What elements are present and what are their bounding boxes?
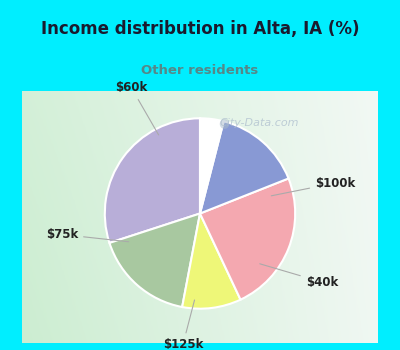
Text: $40k: $40k xyxy=(260,264,338,288)
Wedge shape xyxy=(200,118,224,214)
Text: Other residents: Other residents xyxy=(141,64,259,77)
Wedge shape xyxy=(182,214,240,309)
Text: $100k: $100k xyxy=(271,176,355,196)
Text: $125k: $125k xyxy=(163,300,203,350)
Wedge shape xyxy=(200,178,295,300)
Wedge shape xyxy=(200,121,288,214)
Text: City-Data.com: City-Data.com xyxy=(220,118,299,128)
Wedge shape xyxy=(110,214,200,307)
Wedge shape xyxy=(105,118,200,243)
Text: ●: ● xyxy=(218,117,229,130)
Text: $60k: $60k xyxy=(115,81,159,135)
Text: $75k: $75k xyxy=(46,228,129,242)
Text: Income distribution in Alta, IA (%): Income distribution in Alta, IA (%) xyxy=(41,20,359,38)
